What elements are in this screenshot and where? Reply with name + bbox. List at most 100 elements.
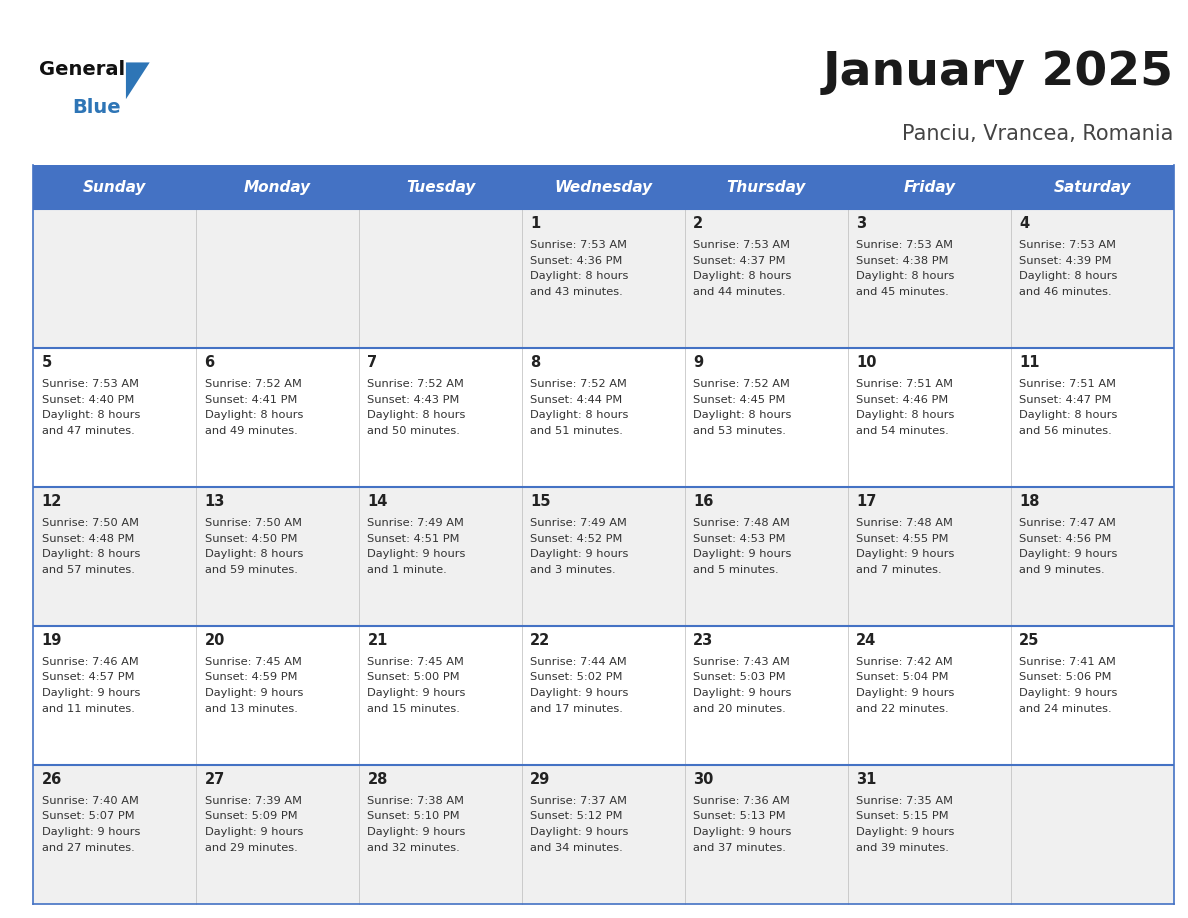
Text: Sunrise: 7:40 AM: Sunrise: 7:40 AM bbox=[42, 796, 139, 805]
Text: Sunset: 5:06 PM: Sunset: 5:06 PM bbox=[1019, 673, 1112, 682]
Text: Sunset: 4:37 PM: Sunset: 4:37 PM bbox=[694, 255, 785, 265]
Text: and 53 minutes.: and 53 minutes. bbox=[694, 426, 786, 436]
Text: Sunrise: 7:39 AM: Sunrise: 7:39 AM bbox=[204, 796, 302, 805]
Text: Sunrise: 7:46 AM: Sunrise: 7:46 AM bbox=[42, 656, 138, 666]
Text: 14: 14 bbox=[367, 494, 387, 509]
Text: Sunset: 4:36 PM: Sunset: 4:36 PM bbox=[530, 255, 623, 265]
Text: Daylight: 8 hours: Daylight: 8 hours bbox=[42, 410, 140, 420]
Text: Daylight: 8 hours: Daylight: 8 hours bbox=[204, 550, 303, 559]
Bar bbox=[196, 165, 359, 209]
Text: Daylight: 9 hours: Daylight: 9 hours bbox=[1019, 550, 1118, 559]
Text: 27: 27 bbox=[204, 772, 225, 787]
Text: 17: 17 bbox=[857, 494, 877, 509]
Text: Sunset: 4:50 PM: Sunset: 4:50 PM bbox=[204, 533, 297, 543]
Bar bbox=[522, 165, 685, 209]
Text: Friday: Friday bbox=[903, 180, 955, 195]
Text: 1: 1 bbox=[530, 216, 541, 230]
Bar bbox=[33, 626, 1174, 766]
Text: and 34 minutes.: and 34 minutes. bbox=[530, 844, 624, 854]
Text: 6: 6 bbox=[204, 354, 215, 370]
Text: 26: 26 bbox=[42, 772, 62, 787]
Text: Sunrise: 7:38 AM: Sunrise: 7:38 AM bbox=[367, 796, 465, 805]
Text: and 15 minutes.: and 15 minutes. bbox=[367, 704, 460, 714]
Text: Daylight: 9 hours: Daylight: 9 hours bbox=[42, 827, 140, 837]
Text: General: General bbox=[39, 60, 125, 79]
Text: Thursday: Thursday bbox=[727, 180, 807, 195]
Bar bbox=[359, 165, 522, 209]
Text: Sunrise: 7:45 AM: Sunrise: 7:45 AM bbox=[367, 656, 465, 666]
Text: and 9 minutes.: and 9 minutes. bbox=[1019, 565, 1105, 576]
Text: and 44 minutes.: and 44 minutes. bbox=[694, 287, 786, 297]
Text: Sunrise: 7:35 AM: Sunrise: 7:35 AM bbox=[857, 796, 953, 805]
Text: Sunrise: 7:53 AM: Sunrise: 7:53 AM bbox=[530, 240, 627, 250]
Text: 2: 2 bbox=[694, 216, 703, 230]
Text: Sunrise: 7:50 AM: Sunrise: 7:50 AM bbox=[204, 518, 302, 528]
Text: and 17 minutes.: and 17 minutes. bbox=[530, 704, 624, 714]
Text: 25: 25 bbox=[1019, 633, 1040, 648]
Text: 4: 4 bbox=[1019, 216, 1029, 230]
Text: and 20 minutes.: and 20 minutes. bbox=[694, 704, 786, 714]
Text: 16: 16 bbox=[694, 494, 714, 509]
Text: Sunrise: 7:37 AM: Sunrise: 7:37 AM bbox=[530, 796, 627, 805]
Text: Daylight: 8 hours: Daylight: 8 hours bbox=[694, 410, 791, 420]
Text: and 22 minutes.: and 22 minutes. bbox=[857, 704, 949, 714]
Text: Panciu, Vrancea, Romania: Panciu, Vrancea, Romania bbox=[903, 124, 1174, 144]
Text: Daylight: 9 hours: Daylight: 9 hours bbox=[530, 550, 628, 559]
Text: Sunday: Sunday bbox=[83, 180, 146, 195]
Text: and 49 minutes.: and 49 minutes. bbox=[204, 426, 297, 436]
Text: Daylight: 9 hours: Daylight: 9 hours bbox=[857, 550, 955, 559]
Text: Sunset: 5:10 PM: Sunset: 5:10 PM bbox=[367, 812, 460, 822]
Text: 12: 12 bbox=[42, 494, 62, 509]
Text: 24: 24 bbox=[857, 633, 877, 648]
Text: Wednesday: Wednesday bbox=[555, 180, 652, 195]
Text: Daylight: 9 hours: Daylight: 9 hours bbox=[530, 688, 628, 699]
Text: Daylight: 9 hours: Daylight: 9 hours bbox=[694, 827, 791, 837]
Text: 21: 21 bbox=[367, 633, 387, 648]
Text: Daylight: 9 hours: Daylight: 9 hours bbox=[367, 827, 466, 837]
Text: Sunset: 4:46 PM: Sunset: 4:46 PM bbox=[857, 395, 948, 405]
Text: and 54 minutes.: and 54 minutes. bbox=[857, 426, 949, 436]
Text: Sunrise: 7:48 AM: Sunrise: 7:48 AM bbox=[857, 518, 953, 528]
Text: 19: 19 bbox=[42, 633, 62, 648]
Text: 13: 13 bbox=[204, 494, 225, 509]
Text: and 11 minutes.: and 11 minutes. bbox=[42, 704, 134, 714]
Text: 28: 28 bbox=[367, 772, 387, 787]
Text: Sunset: 5:15 PM: Sunset: 5:15 PM bbox=[857, 812, 949, 822]
Text: Sunrise: 7:53 AM: Sunrise: 7:53 AM bbox=[694, 240, 790, 250]
Text: Daylight: 9 hours: Daylight: 9 hours bbox=[694, 550, 791, 559]
Text: Sunset: 4:55 PM: Sunset: 4:55 PM bbox=[857, 533, 949, 543]
Text: Sunrise: 7:53 AM: Sunrise: 7:53 AM bbox=[42, 378, 139, 388]
Text: Sunset: 5:03 PM: Sunset: 5:03 PM bbox=[694, 673, 786, 682]
Text: 15: 15 bbox=[530, 494, 551, 509]
Text: and 51 minutes.: and 51 minutes. bbox=[530, 426, 624, 436]
Text: and 32 minutes.: and 32 minutes. bbox=[367, 844, 460, 854]
Text: Sunrise: 7:52 AM: Sunrise: 7:52 AM bbox=[204, 378, 302, 388]
Text: 10: 10 bbox=[857, 354, 877, 370]
Text: and 7 minutes.: and 7 minutes. bbox=[857, 565, 942, 576]
Text: Sunrise: 7:43 AM: Sunrise: 7:43 AM bbox=[694, 656, 790, 666]
Text: Sunrise: 7:51 AM: Sunrise: 7:51 AM bbox=[857, 378, 953, 388]
Text: Daylight: 8 hours: Daylight: 8 hours bbox=[204, 410, 303, 420]
Bar bbox=[33, 487, 1174, 626]
Text: Daylight: 8 hours: Daylight: 8 hours bbox=[367, 410, 466, 420]
Text: 5: 5 bbox=[42, 354, 52, 370]
Bar bbox=[33, 209, 1174, 348]
Text: Sunrise: 7:45 AM: Sunrise: 7:45 AM bbox=[204, 656, 302, 666]
Text: and 27 minutes.: and 27 minutes. bbox=[42, 844, 134, 854]
Text: and 24 minutes.: and 24 minutes. bbox=[1019, 704, 1112, 714]
Text: Sunrise: 7:49 AM: Sunrise: 7:49 AM bbox=[367, 518, 465, 528]
Text: and 37 minutes.: and 37 minutes. bbox=[694, 844, 786, 854]
Text: 22: 22 bbox=[530, 633, 550, 648]
Text: Sunset: 4:40 PM: Sunset: 4:40 PM bbox=[42, 395, 134, 405]
Text: Daylight: 9 hours: Daylight: 9 hours bbox=[857, 827, 955, 837]
Bar bbox=[33, 766, 1174, 904]
Text: Sunset: 4:53 PM: Sunset: 4:53 PM bbox=[694, 533, 785, 543]
Text: 23: 23 bbox=[694, 633, 714, 648]
Text: and 43 minutes.: and 43 minutes. bbox=[530, 287, 624, 297]
Text: Sunrise: 7:47 AM: Sunrise: 7:47 AM bbox=[1019, 518, 1116, 528]
Text: Sunrise: 7:53 AM: Sunrise: 7:53 AM bbox=[1019, 240, 1117, 250]
Text: and 45 minutes.: and 45 minutes. bbox=[857, 287, 949, 297]
Text: Tuesday: Tuesday bbox=[406, 180, 475, 195]
Text: Daylight: 9 hours: Daylight: 9 hours bbox=[204, 827, 303, 837]
Text: and 56 minutes.: and 56 minutes. bbox=[1019, 426, 1112, 436]
